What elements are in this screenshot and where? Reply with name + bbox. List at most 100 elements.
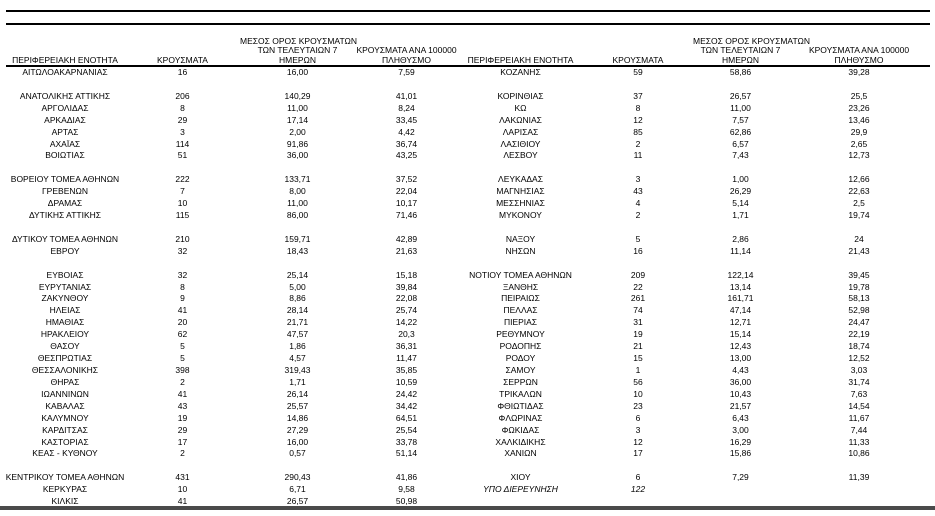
per100k-cell: 11,39	[848, 472, 870, 483]
per100k-cell: 29,9	[850, 126, 868, 137]
avg7-cell: 13,00	[729, 353, 752, 364]
cases-cell: 10	[177, 198, 188, 209]
region-cell: ΧΑΛΚΙΔΙΚΗΣ	[495, 436, 546, 447]
region-cell: ΞΑΝΘΗΣ	[502, 281, 539, 292]
region-cell: ΒΟΙΩΤΙΑΣ	[45, 150, 85, 161]
per100k-cell: 33,45	[395, 114, 418, 125]
per100k-cell: 39,45	[848, 269, 870, 280]
regional-cases-table-left: ΠΕΡΙΦΕΡΕΙΑΚΗ ΕΝΟΤΗΤΑ ΚΡΟΥΣΜΑΤΑ ΜΕΣΟΣ ΟΡΟ…	[5, 26, 458, 508]
avg7-cell: 11,00	[287, 198, 308, 209]
cases-cell: 19	[177, 412, 188, 423]
avg7-cell: 6,71	[289, 484, 306, 495]
per100k-cell: 42,89	[395, 233, 418, 244]
column-header-avg7-line1: ΜΕΣΟΣ ΟΡΟΣ ΚΡΟΥΣΜΑΤΩΝ	[240, 35, 357, 46]
table-row: ΔΥΤΙΚΟΥ ΤΟΜΕΑ ΑΘΗΝΩΝ 210 159,71 42,89	[5, 234, 458, 246]
table-row-spacer	[458, 162, 930, 174]
per100k-cell	[355, 222, 458, 234]
region-cell	[458, 258, 583, 270]
cases-cell: 2	[180, 376, 185, 387]
avg7-cell: 15,14	[729, 329, 752, 340]
per100k-cell: 21,63	[395, 245, 418, 256]
table-row: ΠΙΕΡΙΑΣ 31 12,71 24,47	[458, 317, 930, 329]
avg7-cell: 26,29	[729, 186, 752, 197]
cases-cell	[583, 496, 693, 508]
region-cell: ΗΛΕΙΑΣ	[49, 305, 81, 316]
cases-cell	[583, 79, 693, 91]
avg7-cell: 159,71	[284, 233, 311, 244]
region-cell: ΑΙΤΩΛΟΑΚΑΡΝΑΝΙΑΣ	[22, 67, 108, 77]
cases-cell: 37	[633, 90, 643, 101]
cases-cell: 20	[177, 317, 188, 328]
avg7-cell	[693, 258, 788, 270]
column-header-per100k: ΚΡΟΥΣΜΑΤΑ ΑΝΑ 100000 ΠΛΗΘΥΣΜΟ	[355, 26, 458, 67]
avg7-cell: 62,86	[729, 126, 752, 137]
per100k-cell: 7,63	[850, 388, 868, 399]
avg7-cell: 7,57	[732, 114, 749, 125]
avg7-cell: 25,57	[286, 400, 309, 411]
avg7-cell: 86,00	[286, 210, 309, 221]
cases-cell: 431	[175, 472, 190, 483]
top-rule-1	[6, 10, 930, 12]
per100k-cell: 39,28	[848, 67, 870, 77]
avg7-cell: 36,00	[286, 150, 309, 161]
cases-cell: 1	[635, 364, 641, 375]
table-row: ΚΟΖΑΝΗΣ 59 58,86 39,28	[458, 67, 930, 79]
per100k-cell: 37,52	[395, 174, 418, 185]
table-row: ΑΧΑΪΑΣ 114 91,86 36,74	[5, 139, 458, 151]
avg7-cell: 5,14	[732, 198, 749, 209]
table-row: ΝΟΤΙΟΥ ΤΟΜΕΑ ΑΘΗΝΩΝ 209 122,14 39,45	[458, 270, 930, 282]
cases-cell: 32	[177, 269, 188, 280]
avg7-cell: 11,14	[730, 245, 751, 256]
column-header-per100k-line1: ΚΡΟΥΣΜΑΤΑ ΑΝΑ 100000	[356, 45, 457, 55]
table-row: ΘΗΡΑΣ 2 1,71 10,59	[5, 377, 458, 389]
cases-cell: 21	[633, 341, 643, 352]
avg7-cell: 4,43	[732, 364, 749, 375]
table-row: ΓΡΕΒΕΝΩΝ 7 8,00 22,04	[5, 186, 458, 198]
cases-cell	[583, 162, 693, 174]
table-row-spacer	[5, 162, 458, 174]
table-row: ΕΥΒΟΙΑΣ 32 25,14 15,18	[5, 270, 458, 282]
table-row: ΦΘΙΩΤΙΔΑΣ 23 21,57 14,54	[458, 401, 930, 413]
table-row: ΛΕΥΚΑΔΑΣ 3 1,00 12,66	[458, 174, 930, 186]
table-row: ΥΠΟ ΔΙΕΡΕΥΝΗΣΗ 122	[458, 484, 930, 496]
cases-cell: 41	[177, 496, 188, 507]
region-cell: ΑΧΑΪΑΣ	[49, 138, 81, 149]
per100k-cell: 7,44	[850, 424, 868, 435]
table-row: ΦΩΚΙΔΑΣ 3 3,00 7,44	[458, 425, 930, 437]
avg7-cell: 36,00	[729, 376, 752, 387]
table-row: ΖΑΚΥΝΘΟΥ 9 8,86 22,08	[5, 293, 458, 305]
per100k-cell: 25,54	[395, 424, 418, 435]
avg7-cell: 133,71	[284, 174, 311, 185]
per100k-cell: 19,74	[848, 210, 870, 221]
table-header-left: ΠΕΡΙΦΕΡΕΙΑΚΗ ΕΝΟΤΗΤΑ ΚΡΟΥΣΜΑΤΑ ΜΕΣΟΣ ΟΡΟ…	[5, 26, 458, 67]
cases-cell: 222	[175, 174, 190, 185]
region-cell: ΠΙΕΡΙΑΣ	[503, 317, 538, 328]
cases-cell: 22	[633, 281, 643, 292]
column-header-region: ΠΕΡΙΦΕΡΕΙΑΚΗ ΕΝΟΤΗΤΑ	[12, 54, 118, 65]
region-cell: ΚΙΛΚΙΣ	[51, 496, 79, 507]
cases-cell: 8	[180, 102, 185, 113]
avg7-cell: 15,86	[729, 448, 752, 459]
table-row: ΙΩΑΝΝΙΝΩΝ 41 26,14 24,42	[5, 389, 458, 401]
region-cell: ΝΗΣΩΝ	[505, 245, 536, 256]
region-cell: ΡΟΔΟΥ	[505, 353, 536, 364]
cases-cell	[583, 258, 693, 270]
table-row: ΣΑΜΟΥ 1 4,43 3,03	[458, 365, 930, 377]
column-header-per100k-line2: ΠΛΗΘΥΣΜΟ	[382, 54, 431, 65]
column-header-avg7-line3: ΗΜΕΡΩΝ	[278, 54, 317, 65]
avg7-cell: 2,00	[289, 126, 306, 137]
avg7-cell: 1,71	[732, 210, 749, 221]
per100k-cell: 18,74	[848, 341, 870, 352]
table-row: ΔΡΑΜΑΣ 10 11,00 10,17	[5, 198, 458, 210]
region-cell: ΚΑΣΤΟΡΙΑΣ	[41, 436, 89, 447]
region-cell	[458, 460, 583, 472]
avg7-cell: 7,29	[732, 472, 749, 483]
region-cell: ΔΥΤΙΚΗΣ ΑΤΤΙΚΗΣ	[28, 210, 102, 221]
region-cell: ΚΟΖΑΝΗΣ	[500, 67, 541, 77]
column-header-avg7-line3: ΗΜΕΡΩΝ	[721, 54, 760, 65]
cases-cell: 23	[633, 400, 643, 411]
table-row: ΧΑΝΙΩΝ 17 15,86 10,86	[458, 448, 930, 460]
per100k-cell: 24	[854, 233, 864, 244]
cases-cell: 2	[180, 448, 185, 459]
table-row: ΚΕΑΣ - ΚΥΘΝΟΥ 2 0,57 51,14	[5, 448, 458, 460]
